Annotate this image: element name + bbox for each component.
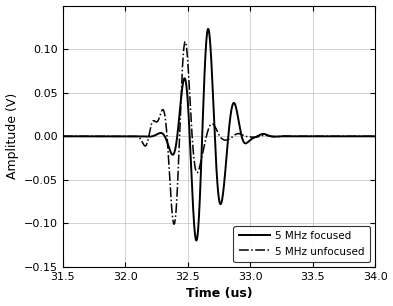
5 MHz unfocused bbox=[174, 210, 178, 213]
5 MHz focused bbox=[61, 134, 65, 138]
5 MHz unfocused bbox=[245, 135, 250, 139]
5 MHz unfocused bbox=[76, 134, 81, 138]
5 MHz focused bbox=[309, 134, 314, 138]
5 MHz unfocused bbox=[172, 222, 176, 226]
5 MHz unfocused bbox=[259, 134, 264, 138]
5 MHz focused bbox=[76, 134, 81, 138]
5 MHz focused bbox=[245, 140, 250, 144]
5 MHz focused bbox=[206, 27, 211, 31]
5 MHz focused bbox=[174, 144, 178, 147]
Legend: 5 MHz focused, 5 MHz unfocused: 5 MHz focused, 5 MHz unfocused bbox=[233, 226, 370, 262]
Y-axis label: Amplitude (V): Amplitude (V) bbox=[6, 93, 18, 179]
5 MHz unfocused bbox=[183, 40, 187, 43]
Line: 5 MHz unfocused: 5 MHz unfocused bbox=[63, 42, 375, 224]
X-axis label: Time (us): Time (us) bbox=[186, 287, 252, 300]
5 MHz unfocused bbox=[309, 134, 314, 138]
5 MHz focused bbox=[194, 239, 199, 242]
5 MHz unfocused bbox=[373, 134, 377, 138]
5 MHz focused bbox=[292, 134, 297, 138]
5 MHz unfocused bbox=[61, 134, 65, 138]
5 MHz focused bbox=[259, 132, 264, 136]
Line: 5 MHz focused: 5 MHz focused bbox=[63, 29, 375, 241]
5 MHz focused bbox=[373, 134, 377, 138]
5 MHz unfocused bbox=[292, 134, 297, 138]
